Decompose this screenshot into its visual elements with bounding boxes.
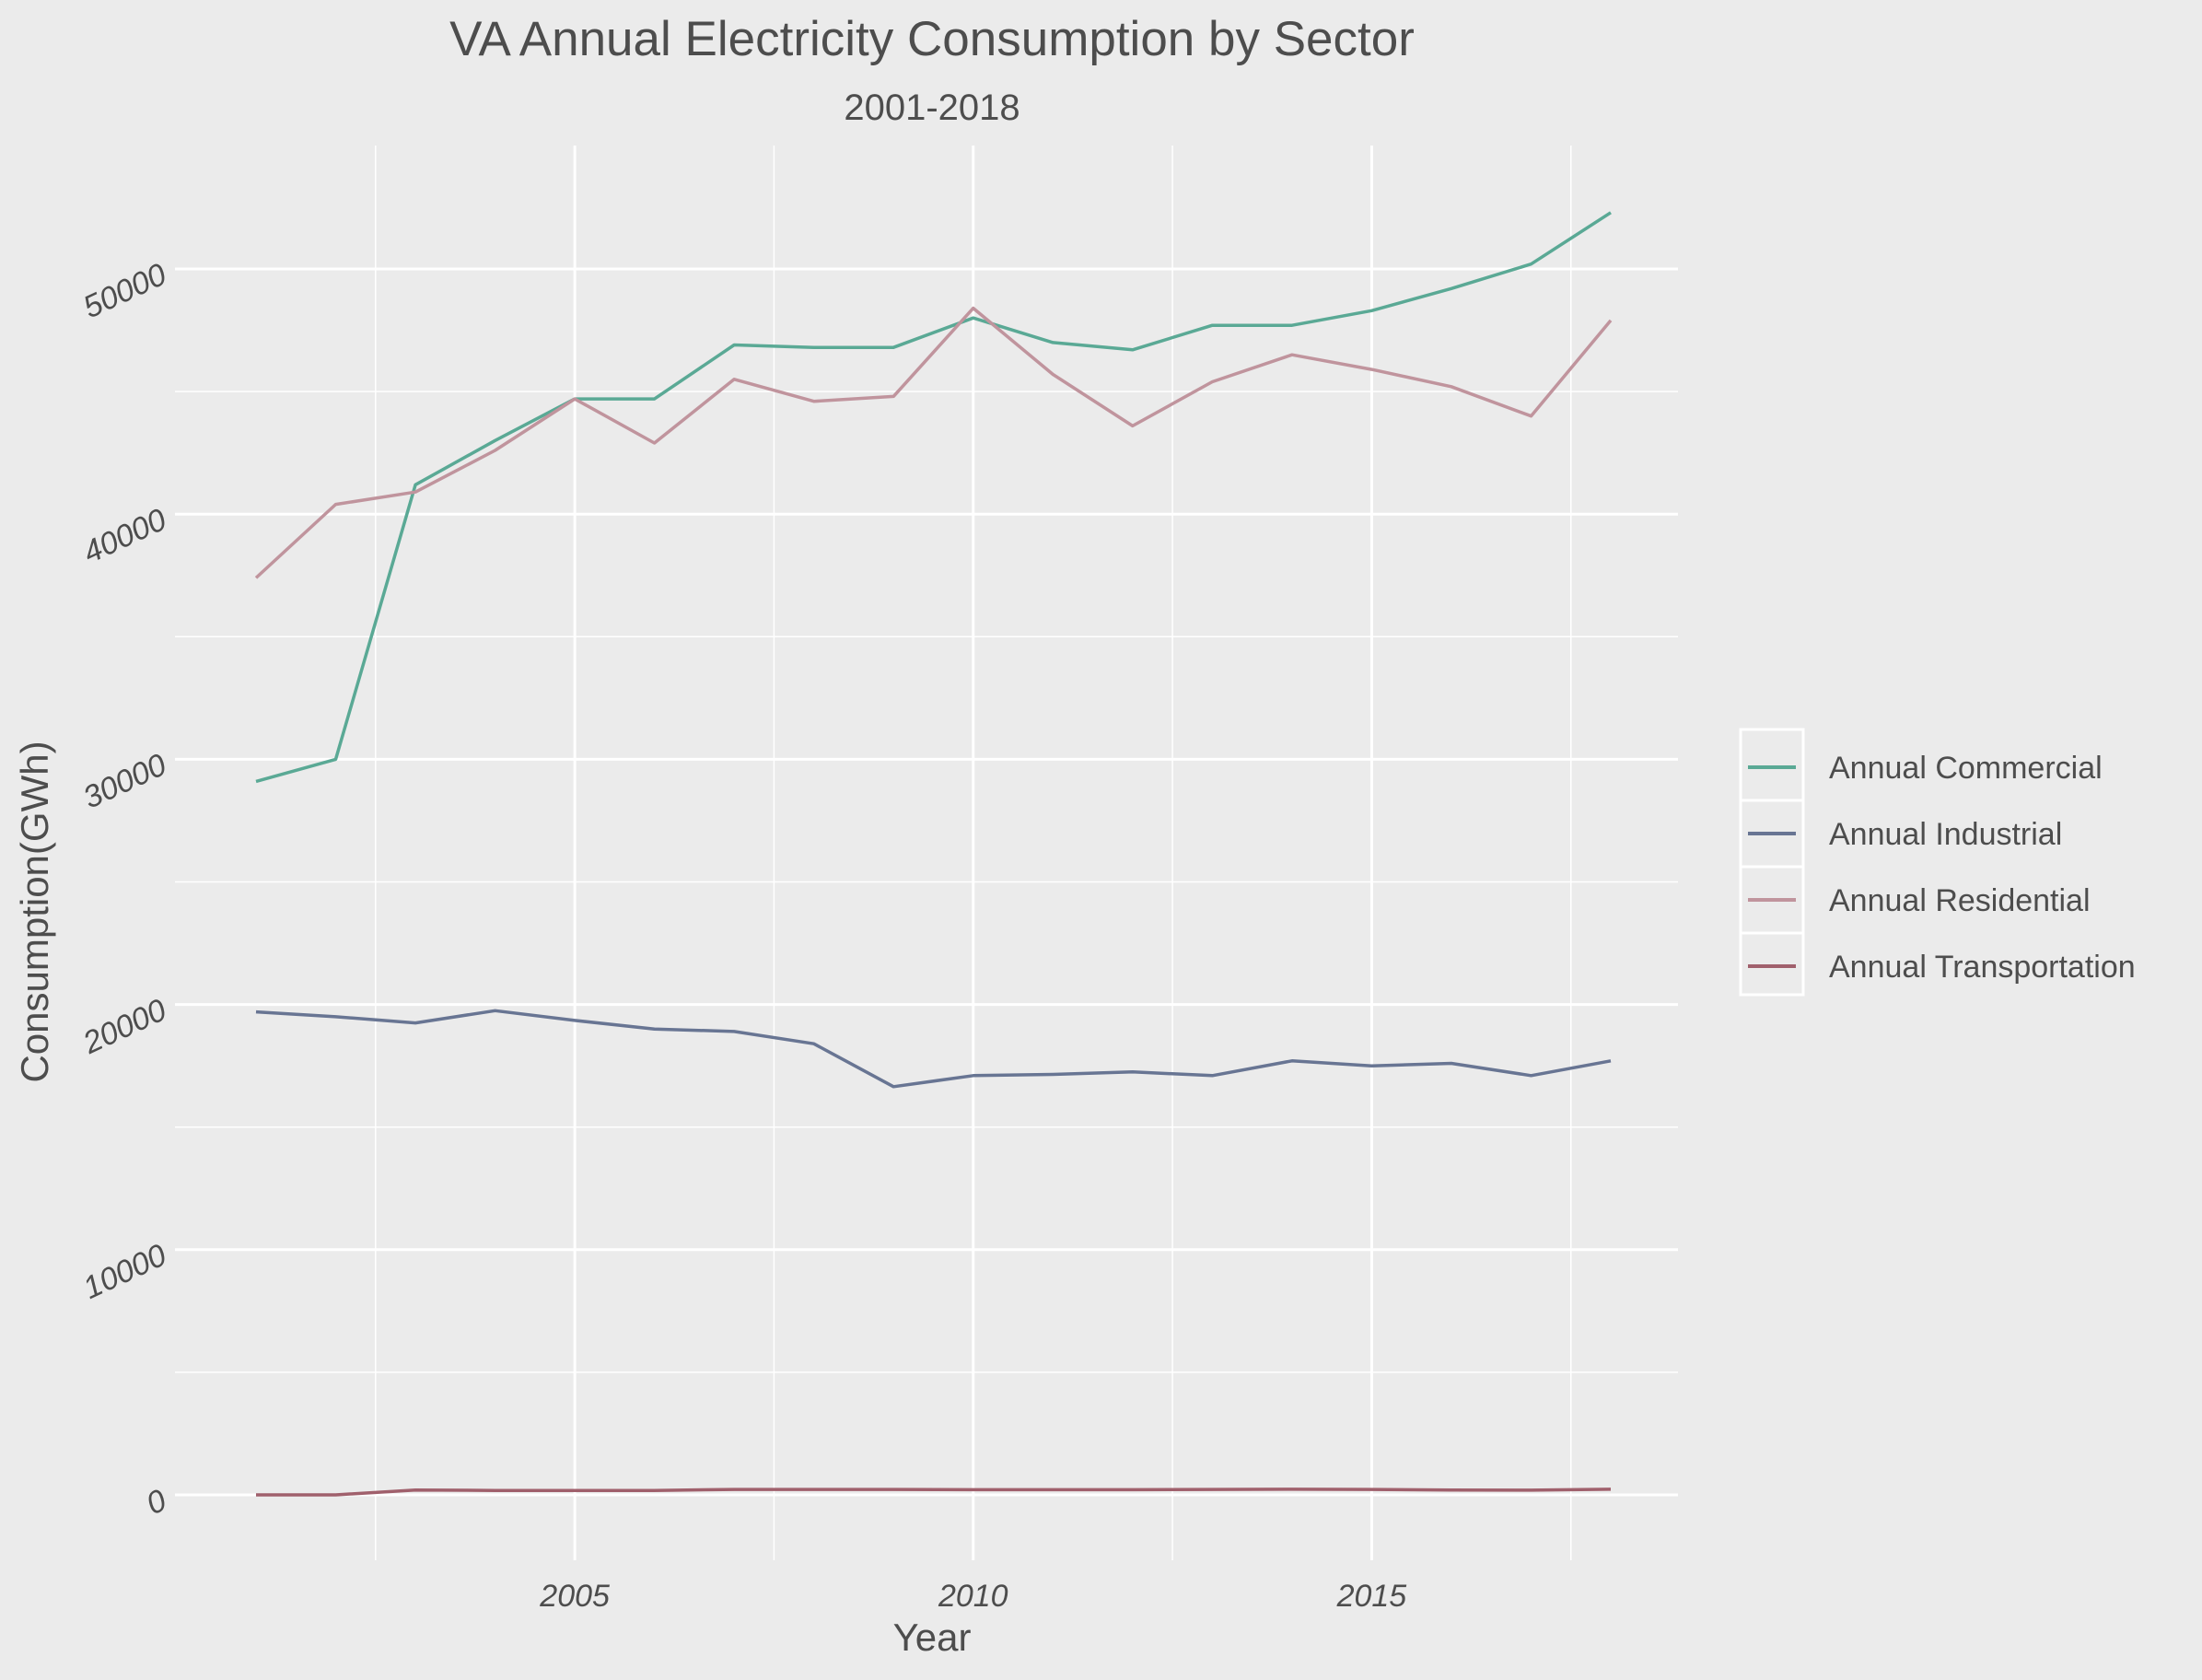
x-tick-label: 2005 bbox=[539, 1579, 610, 1614]
grid bbox=[175, 146, 1678, 1560]
series-line-annual-industrial bbox=[255, 1009, 1612, 1089]
legend: Annual Commercial Annual Industrial Annual… bbox=[1739, 728, 2136, 997]
legend-label: Annual Residential bbox=[1829, 883, 2091, 918]
series-line-annual-residential bbox=[254, 306, 1613, 579]
y-axis-title: Consumption(GWh) bbox=[13, 741, 56, 1082]
chart-title: VA Annual Electricity Consumption by Sec… bbox=[449, 12, 1415, 66]
series-lines bbox=[254, 211, 1613, 1497]
x-tick-label: 2010 bbox=[938, 1579, 1008, 1614]
series-line-annual-transportation bbox=[256, 1488, 1612, 1497]
chart-subtitle: 2001-2018 bbox=[844, 88, 1019, 128]
legend-label: Annual Commercial bbox=[1829, 751, 2103, 786]
series-line-annual-commercial bbox=[255, 211, 1612, 784]
legend-key-frame bbox=[1739, 728, 1805, 997]
legend-label: Annual Industrial bbox=[1829, 817, 2062, 852]
x-tick-label: 2015 bbox=[1336, 1579, 1407, 1614]
legend-label: Annual Transportation bbox=[1829, 950, 2136, 985]
x-axis-title: Year bbox=[893, 1616, 972, 1659]
